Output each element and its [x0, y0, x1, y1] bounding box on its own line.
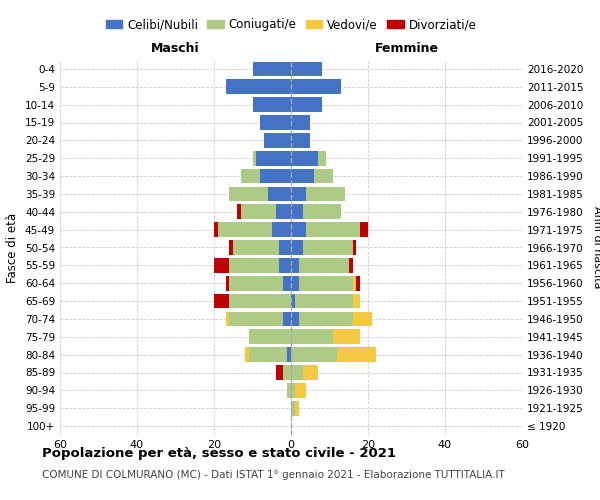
Bar [291, 401, 295, 415]
Bar [291, 330, 334, 344]
Bar [218, 222, 272, 237]
Bar [283, 276, 291, 290]
Bar [229, 258, 280, 272]
Bar [226, 312, 229, 326]
Bar [307, 222, 360, 237]
Bar [314, 168, 334, 184]
Bar [226, 80, 291, 94]
Bar [353, 276, 356, 290]
Bar [253, 151, 256, 166]
Bar [291, 240, 302, 255]
Bar [353, 240, 356, 255]
Bar [349, 258, 353, 272]
Bar [291, 80, 341, 94]
Bar [291, 222, 307, 237]
Bar [260, 115, 291, 130]
Bar [353, 312, 372, 326]
Bar [237, 204, 241, 219]
Bar [295, 294, 353, 308]
Text: COMUNE DI COLMURANO (MC) - Dati ISTAT 1° gennaio 2021 - Elaborazione TUTTITALIA.: COMUNE DI COLMURANO (MC) - Dati ISTAT 1°… [42, 470, 505, 480]
Bar [280, 258, 291, 272]
Bar [260, 168, 291, 184]
Bar [280, 240, 291, 255]
Bar [291, 258, 299, 272]
Text: Popolazione per età, sesso e stato civile - 2021: Popolazione per età, sesso e stato civil… [42, 448, 396, 460]
Bar [291, 204, 302, 219]
Bar [356, 276, 360, 290]
Bar [299, 258, 349, 272]
Bar [299, 276, 353, 290]
Bar [291, 133, 310, 148]
Bar [291, 186, 307, 201]
Bar [226, 276, 229, 290]
Bar [299, 312, 353, 326]
Bar [275, 365, 283, 380]
Bar [268, 186, 291, 201]
Bar [302, 365, 318, 380]
Bar [241, 204, 275, 219]
Bar [291, 276, 299, 290]
Bar [229, 312, 283, 326]
Bar [291, 348, 337, 362]
Bar [253, 62, 291, 76]
Bar [248, 348, 287, 362]
Bar [291, 151, 318, 166]
Bar [253, 98, 291, 112]
Bar [264, 133, 291, 148]
Bar [302, 204, 341, 219]
Bar [291, 294, 295, 308]
Y-axis label: Anni di nascita: Anni di nascita [592, 206, 600, 289]
Bar [229, 276, 283, 290]
Bar [291, 312, 299, 326]
Bar [295, 401, 299, 415]
Bar [307, 186, 345, 201]
Bar [360, 222, 368, 237]
Bar [283, 312, 291, 326]
Bar [272, 222, 291, 237]
Bar [214, 294, 229, 308]
Bar [248, 330, 291, 344]
Bar [291, 98, 322, 112]
Bar [214, 258, 229, 272]
Text: Maschi: Maschi [151, 42, 200, 54]
Bar [318, 151, 326, 166]
Bar [256, 151, 291, 166]
Bar [302, 240, 353, 255]
Bar [291, 62, 322, 76]
Bar [214, 222, 218, 237]
Bar [275, 204, 291, 219]
Bar [287, 348, 291, 362]
Bar [291, 168, 314, 184]
Bar [229, 240, 233, 255]
Bar [229, 294, 291, 308]
Bar [291, 383, 295, 398]
Bar [283, 365, 291, 380]
Text: Femmine: Femmine [374, 42, 439, 54]
Bar [245, 348, 248, 362]
Bar [291, 365, 302, 380]
Bar [295, 383, 307, 398]
Legend: Celibi/Nubili, Coniugati/e, Vedovi/e, Divorziati/e: Celibi/Nubili, Coniugati/e, Vedovi/e, Di… [101, 14, 481, 36]
Bar [229, 186, 268, 201]
Bar [291, 115, 310, 130]
Bar [233, 240, 280, 255]
Bar [337, 348, 376, 362]
Bar [353, 294, 360, 308]
Bar [334, 330, 360, 344]
Bar [241, 168, 260, 184]
Y-axis label: Fasce di età: Fasce di età [7, 212, 19, 282]
Bar [287, 383, 291, 398]
